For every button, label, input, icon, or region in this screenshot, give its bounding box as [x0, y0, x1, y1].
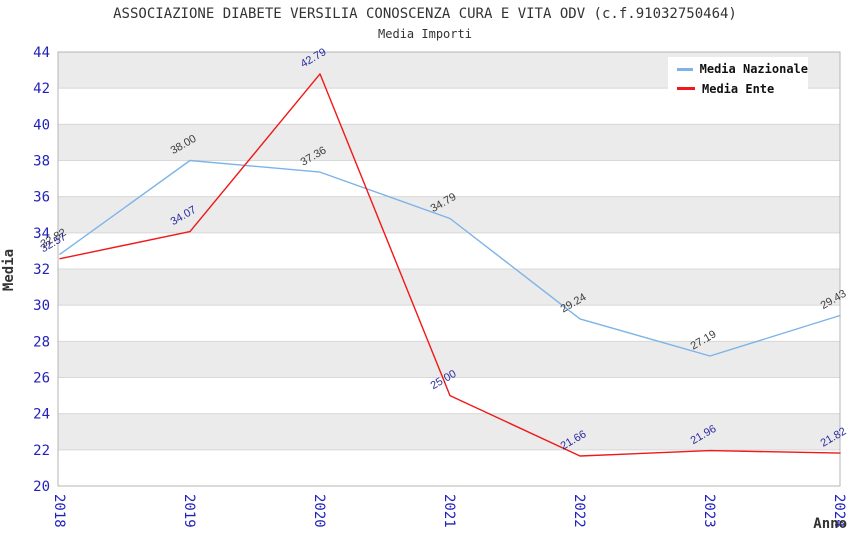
svg-text:2019: 2019 — [181, 494, 197, 528]
svg-text:30: 30 — [33, 298, 50, 314]
svg-text:22: 22 — [33, 443, 50, 459]
legend-item-media-nazionale: Media Nazionale — [668, 62, 808, 76]
svg-text:34: 34 — [33, 226, 50, 242]
svg-text:38: 38 — [33, 154, 50, 170]
svg-text:42: 42 — [33, 81, 50, 97]
legend-item-media-ente: Media Ente — [668, 82, 808, 96]
svg-text:2022: 2022 — [571, 494, 587, 528]
legend-line-swatch-ente-icon — [677, 87, 695, 91]
svg-text:28: 28 — [33, 334, 50, 350]
legend: Media Nazionale Media Ente — [668, 57, 808, 101]
legend-line-swatch-nazionale-icon — [677, 67, 693, 71]
svg-text:24: 24 — [33, 407, 50, 423]
svg-text:40: 40 — [33, 117, 50, 133]
svg-text:2020: 2020 — [311, 494, 327, 528]
svg-text:2024: 2024 — [831, 494, 847, 528]
svg-text:26: 26 — [33, 371, 50, 387]
legend-label-media-nazionale: Media Nazionale — [699, 62, 808, 77]
legend-label-media-ente: Media Ente — [702, 81, 775, 96]
chart-subtitle: Media Importi — [378, 27, 472, 41]
svg-text:44: 44 — [33, 45, 50, 61]
svg-text:2018: 2018 — [51, 494, 67, 528]
svg-text:20: 20 — [33, 479, 50, 495]
svg-text:2023: 2023 — [701, 494, 717, 528]
chart-title: ASSOCIAZIONE DIABETE VERSILIA CONOSCENZA… — [113, 6, 737, 22]
y-axis-title: Media — [1, 248, 17, 292]
x-axis-title: Anno — [813, 516, 847, 532]
svg-text:36: 36 — [33, 190, 50, 206]
svg-text:2021: 2021 — [441, 494, 457, 528]
svg-text:32: 32 — [33, 262, 50, 278]
